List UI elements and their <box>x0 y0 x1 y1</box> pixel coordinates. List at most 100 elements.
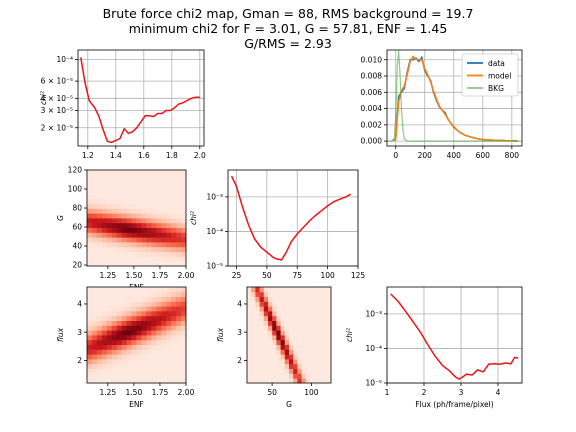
heatmap-cell <box>280 344 286 350</box>
heatmap-cell <box>255 287 260 293</box>
heatmap-cell <box>166 208 172 214</box>
heatmap-cell <box>131 359 137 365</box>
heatmap-cell <box>181 335 187 341</box>
heatmap-cell <box>136 194 142 200</box>
heatmap-cell <box>151 301 157 307</box>
heatmap-cell <box>314 330 319 336</box>
y-tick-label: 60 <box>72 223 82 232</box>
heatmap-cell <box>91 198 98 204</box>
heatmap-cell <box>91 174 98 180</box>
heatmap-cell <box>280 301 286 307</box>
heatmap-cell <box>96 330 103 336</box>
heatmap-cell <box>284 359 290 365</box>
heatmap-cell <box>106 251 113 257</box>
heatmap-cell <box>276 301 281 307</box>
heatmap-cell <box>297 359 302 365</box>
heatmap-cell <box>166 198 172 204</box>
heatmap-cell <box>141 213 147 219</box>
heatmap-cell <box>181 306 187 312</box>
heatmap-cell <box>280 287 286 293</box>
heatmap-cell <box>91 320 98 326</box>
heatmap-cell <box>101 222 108 228</box>
heatmap-cell <box>106 218 113 224</box>
heatmap-cell <box>181 189 187 195</box>
series-model-line <box>392 55 518 142</box>
heatmap-cell <box>106 227 113 233</box>
heatmap-cell <box>181 251 187 257</box>
heatmap-cell <box>301 325 307 331</box>
heatmap-cell <box>289 378 294 384</box>
heatmap-cell <box>131 378 137 384</box>
heatmap-cell <box>259 296 265 302</box>
heatmap-cell <box>166 194 172 200</box>
heatmap-cell <box>255 291 260 297</box>
heatmap-cell <box>322 349 328 355</box>
heatmap-cell <box>101 363 108 369</box>
heatmap-cell <box>136 170 142 176</box>
heatmap-cell <box>151 344 157 350</box>
heatmap-cell <box>146 325 152 331</box>
heatmap-cell <box>181 359 187 365</box>
heatmap-cell <box>272 344 277 350</box>
heatmap-cell <box>251 354 256 360</box>
heatmap-cell <box>141 320 147 326</box>
heatmap-cell <box>297 315 302 321</box>
heatmap-cell <box>111 189 118 195</box>
heatmap-cell <box>141 378 147 384</box>
heatmap-cell <box>126 170 132 176</box>
heatmap-cell <box>280 339 286 345</box>
heatmap-cell <box>318 339 323 345</box>
heatmap-cell <box>310 320 315 326</box>
heatmap-cell <box>156 301 162 307</box>
heatmap-cell <box>116 184 123 190</box>
heatmap-cell <box>301 306 307 312</box>
heatmap-cell <box>268 359 273 365</box>
heatmap-cell <box>259 339 265 345</box>
heatmap-cell <box>276 368 281 374</box>
heatmap-cell <box>116 189 123 195</box>
heatmap-cell <box>268 378 273 384</box>
heatmap-cell <box>121 359 127 365</box>
heatmap-cell <box>181 373 187 379</box>
heatmap-cell <box>121 335 127 341</box>
heatmap-cell <box>91 363 98 369</box>
heatmap-cell <box>106 242 113 248</box>
heatmap-cell <box>263 330 269 336</box>
x-tick-label: 125 <box>351 271 366 280</box>
heatmap-cell <box>171 291 177 297</box>
heatmap-cell <box>91 203 98 209</box>
heatmap-cell <box>181 213 187 219</box>
heatmap-cell <box>166 349 172 355</box>
heatmap-cell <box>96 174 103 180</box>
heatmap-cell <box>111 359 118 365</box>
heatmap-cell <box>263 315 269 321</box>
heatmap-cell <box>166 315 172 321</box>
heatmap-cell <box>146 237 152 243</box>
heatmap-cell <box>106 306 113 312</box>
heatmap-cell <box>251 330 256 336</box>
heatmap-cell <box>131 373 137 379</box>
y-tick-label: 10⁻⁵ <box>206 262 223 271</box>
heatmap-cell <box>171 179 177 185</box>
heatmap-cell <box>310 354 315 360</box>
heatmap-cell <box>136 320 142 326</box>
heatmap-cell <box>161 335 167 341</box>
y-axis-label: flux <box>56 327 65 342</box>
heatmap-cell <box>284 378 290 384</box>
heatmap-cell <box>87 232 93 238</box>
heatmap-cell <box>297 373 302 379</box>
heatmap-cell <box>141 227 147 233</box>
heatmap-cell <box>297 349 302 355</box>
heatmap-cell <box>106 208 113 214</box>
heatmap-cell <box>181 256 187 262</box>
heatmap-cell <box>91 218 98 224</box>
heatmap-cell <box>101 203 108 209</box>
axes-frame <box>386 286 523 384</box>
heatmap-cell <box>131 335 137 341</box>
heatmap-cell <box>136 363 142 369</box>
heatmap-cell <box>121 373 127 379</box>
y-tick-label: 0.000 <box>361 137 383 146</box>
heatmap-cell <box>284 311 290 317</box>
heatmap-cell <box>136 349 142 355</box>
